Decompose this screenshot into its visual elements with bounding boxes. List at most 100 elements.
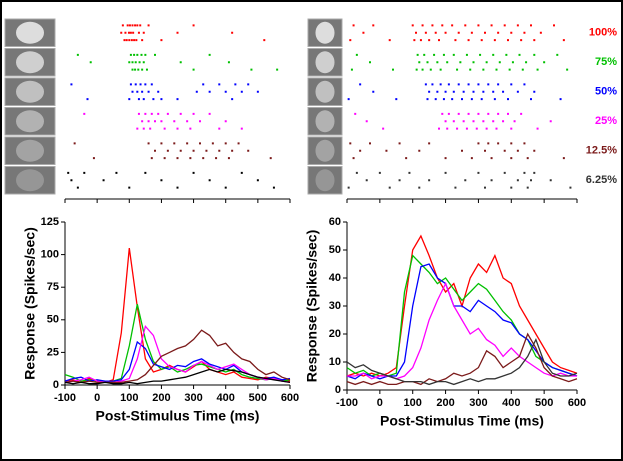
y-tick-label: 50 [47, 314, 59, 326]
spike [421, 24, 424, 27]
spike [92, 157, 95, 160]
spike [536, 127, 539, 130]
spike [510, 127, 513, 130]
spike [150, 112, 153, 115]
spike [516, 149, 519, 152]
spike [507, 112, 509, 115]
x-tick-label: 0 [377, 397, 383, 409]
y-tick-label: 125 [41, 216, 59, 228]
spike [441, 112, 444, 115]
stimulus-face [16, 169, 44, 192]
y-axis-label: Response (Spikes/sec) [22, 227, 38, 380]
spike [472, 61, 475, 64]
spike [526, 186, 529, 189]
spike [454, 186, 457, 189]
spike [456, 127, 459, 130]
spike [452, 53, 455, 56]
spike [173, 142, 176, 145]
x-axis-label: Post-Stimulus Time (ms) [380, 413, 544, 429]
spike [516, 179, 519, 182]
spike [502, 90, 505, 93]
spike [140, 53, 143, 56]
spike [434, 31, 437, 34]
spike [211, 142, 214, 145]
stimulus-face [16, 51, 44, 74]
y-tick-label: 50 [329, 244, 341, 256]
spike [247, 149, 250, 152]
y-axis-label: Response (Spikes/sec) [304, 230, 320, 383]
spike [195, 90, 198, 93]
y-tick-label: 0 [335, 384, 341, 396]
spike [433, 53, 436, 56]
spike [176, 31, 179, 34]
spike [218, 149, 221, 152]
spike [354, 112, 357, 115]
spike [493, 98, 496, 101]
stimulus-face [315, 80, 335, 103]
condition-label: 25% [595, 115, 617, 127]
spike [192, 149, 195, 152]
spike [431, 24, 434, 27]
spike [385, 149, 388, 152]
spike [490, 179, 493, 182]
x-tick-label: 600 [568, 397, 586, 409]
spike [144, 53, 147, 56]
spike [73, 142, 76, 145]
spike [189, 127, 192, 130]
condition-label: 100% [589, 27, 617, 39]
spike [457, 83, 460, 86]
spike [451, 24, 454, 27]
spike [549, 120, 552, 123]
x-tick-label: 100 [404, 397, 422, 409]
spike [467, 83, 470, 86]
spike [139, 83, 142, 86]
spike [263, 39, 266, 42]
y-tick-label: 20 [329, 328, 341, 340]
spike [157, 112, 160, 115]
x-tick-label: 300 [184, 392, 202, 404]
spike [520, 112, 523, 115]
spike [70, 83, 73, 86]
spike [428, 179, 431, 182]
spike [160, 98, 163, 101]
spike [424, 83, 427, 86]
spike [247, 83, 250, 86]
spike [128, 98, 131, 101]
spike [518, 53, 521, 56]
spike [487, 83, 490, 86]
spike [215, 157, 218, 160]
stimulus-face [16, 80, 44, 103]
spike [428, 90, 431, 93]
spike [490, 24, 493, 27]
condition-label: 50% [595, 86, 617, 98]
spike [176, 186, 179, 189]
spike [526, 157, 529, 160]
spike [372, 24, 375, 27]
spike [454, 39, 457, 42]
spike [536, 68, 539, 71]
spike [134, 68, 137, 71]
spike [424, 31, 427, 34]
spike [365, 120, 368, 123]
spike [137, 98, 140, 101]
spike [176, 127, 179, 130]
spike [136, 53, 139, 56]
stimulus-thumbnail [307, 136, 343, 165]
spike [428, 142, 431, 145]
stimulus-thumbnail [4, 166, 56, 195]
spike [131, 24, 134, 27]
condition-label: 12.5% [586, 145, 617, 157]
spike [462, 90, 465, 93]
spike [134, 24, 137, 27]
spike [154, 120, 156, 123]
x-tick-label: 600 [281, 392, 299, 404]
spike [477, 142, 480, 145]
spike [562, 157, 565, 160]
spike [186, 120, 189, 123]
spike [166, 112, 169, 115]
spike [141, 68, 144, 71]
spike [144, 171, 147, 174]
spike [523, 31, 526, 34]
spike [192, 112, 195, 115]
spike [192, 171, 195, 174]
